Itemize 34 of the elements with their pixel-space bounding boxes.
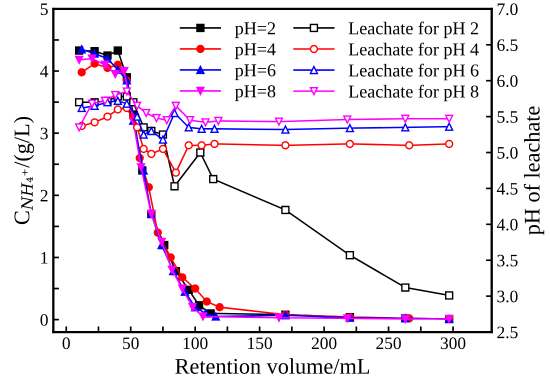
y2-tick-label: 4.5 — [496, 183, 518, 195]
y-tick-label: 4 — [40, 66, 48, 78]
legend-label: Leachate for pH 4 — [348, 42, 479, 60]
y2-axis-title: pH of leachate — [524, 106, 544, 235]
y2-tick-label: 5.5 — [498, 111, 518, 123]
legend-label: pH=4 — [235, 43, 276, 60]
y-tick-label: 0 — [40, 314, 48, 326]
x-tick-label: 150 — [248, 337, 272, 350]
y2-tick-label: 3.5 — [497, 254, 518, 267]
y2-tick-label: 5.0 — [498, 147, 518, 159]
y-tick-label: 1 — [41, 252, 48, 264]
legend-label: Leachate for pH 2 — [348, 22, 478, 38]
y2-tick-label: 7.0 — [498, 3, 518, 16]
y2-tick-label: 6.0 — [497, 75, 518, 87]
legend-label: pH=8 — [235, 85, 276, 102]
legend-label: Leachate for pH 6 — [348, 64, 479, 80]
x-tick-label: 0 — [62, 337, 70, 350]
y2-tick-label: 4.0 — [496, 218, 518, 231]
y-axis-title: C$_{NH₄⁺}$/(g/L) — [14, 116, 34, 224]
y-tick-label: 5 — [40, 4, 48, 16]
y-tick-label: 3 — [40, 128, 48, 140]
x-tick-label: 300 — [440, 337, 466, 350]
x-tick-label: 200 — [312, 337, 336, 350]
y2-tick-label: 2.5 — [497, 326, 518, 338]
x-tick-label: 100 — [184, 337, 208, 350]
x-tick-label: 250 — [376, 337, 401, 350]
y-tick-label: 2 — [40, 190, 48, 202]
legend-label: Leachate for pH 8 — [348, 84, 478, 102]
x-tick-label: 50 — [123, 337, 139, 350]
y2-tick-label: 6.5 — [497, 39, 518, 52]
legend-label: pH=6 — [235, 64, 276, 80]
legend-label: pH=2 — [235, 22, 276, 38]
x-axis-title: Retention volume/mL — [175, 358, 370, 374]
y2-tick-label: 3.0 — [497, 290, 518, 302]
